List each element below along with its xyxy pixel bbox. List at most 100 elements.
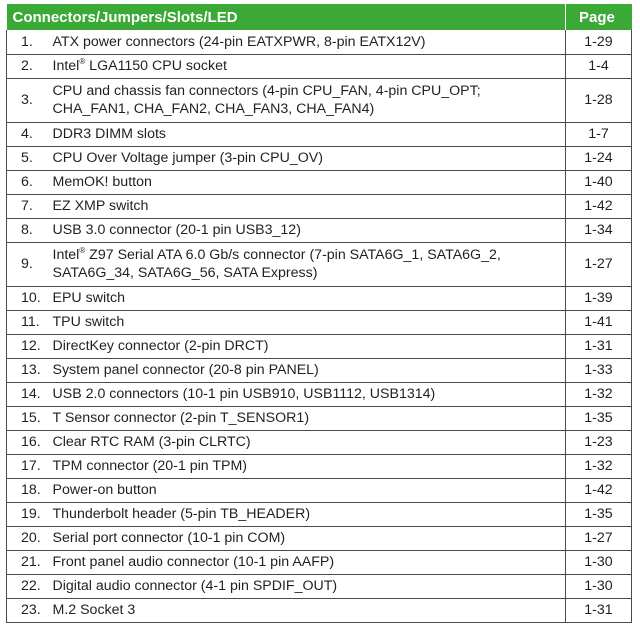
item-description: MemOK! button <box>52 170 566 195</box>
table-row: 20. Serial port connector (10-1 pin COM) 1… <box>6 526 632 551</box>
page-reference: 1-39 <box>565 286 632 311</box>
description-text: M.2 Socket 3 <box>52 602 136 618</box>
item-description: T Sensor connector (2-pin T_SENSOR1) <box>52 406 566 431</box>
item-number: 9. <box>6 242 53 287</box>
description-text: DirectKey connector (2-pin DRCT) <box>52 338 269 354</box>
description-text: Intel <box>52 58 80 74</box>
table-row: 10. EPU switch 1-39 <box>6 286 632 311</box>
page-reference: 1-30 <box>565 550 632 575</box>
table-row: 9. Intel® Z97 Serial ATA 6.0 Gb/s connect… <box>6 242 632 287</box>
table-row: 17. TPM connector (20-1 pin TPM) 1-32 <box>6 454 632 479</box>
description-text: USB 3.0 connector (20-1 pin USB3_12) <box>52 222 301 238</box>
table-row: 16. Clear RTC RAM (3-pin CLRTC) 1-23 <box>6 430 632 455</box>
description-text: Clear RTC RAM (3-pin CLRTC) <box>52 434 251 450</box>
page-reference: 1-27 <box>565 526 632 551</box>
description-text: System panel connector (20-8 pin PANEL) <box>52 362 319 378</box>
item-number: 15. <box>6 406 53 431</box>
page-reference: 1-31 <box>565 598 632 623</box>
item-description: USB 3.0 connector (20-1 pin USB3_12) <box>52 218 566 243</box>
description-text: T Sensor connector (2-pin T_SENSOR1) <box>52 410 310 426</box>
description-text: TPM connector (20-1 pin TPM) <box>52 458 248 474</box>
connectors-table: Connectors/Jumpers/Slots/LED Page 1. ATX … <box>6 4 632 623</box>
item-number: 10. <box>6 286 53 311</box>
page-reference: 1-40 <box>565 170 632 195</box>
page-reference: 1-33 <box>565 358 632 383</box>
description-text: CPU and chassis fan connectors (4-pin CP… <box>52 83 481 117</box>
table-row: 13. System panel connector (20-8 pin PANE… <box>6 358 632 383</box>
description-text: CPU Over Voltage jumper (3-pin CPU_OV) <box>52 150 323 166</box>
item-description: DDR3 DIMM slots <box>52 122 566 147</box>
page-reference: 1-34 <box>565 218 632 243</box>
item-number: 20. <box>6 526 53 551</box>
item-description: EPU switch <box>52 286 566 311</box>
description-text: Front panel audio connector (10-1 pin AA… <box>52 554 335 570</box>
table-row: 15. T Sensor connector (2-pin T_SENSOR1) 1… <box>6 406 632 431</box>
item-description: Front panel audio connector (10-1 pin AA… <box>52 550 566 575</box>
item-number: 13. <box>6 358 53 383</box>
page-reference: 1-42 <box>565 478 632 503</box>
page-reference: 1-4 <box>565 54 632 79</box>
table-row: 14. USB 2.0 connectors (10-1 pin USB910, … <box>6 382 632 407</box>
item-description: System panel connector (20-8 pin PANEL) <box>52 358 566 383</box>
page-reference: 1-32 <box>565 454 632 479</box>
registered-mark: ® <box>79 57 86 66</box>
description-text: ATX power connectors (24-pin EATXPWR, 8-… <box>52 33 426 50</box>
item-number: 16. <box>6 430 53 455</box>
page-reference: 1-35 <box>565 406 632 431</box>
item-description: TPM connector (20-1 pin TPM) <box>52 454 566 479</box>
description-text: Digital audio connector (4-1 pin SPDIF_O… <box>52 578 338 594</box>
page-reference: 1-32 <box>565 382 632 407</box>
item-number: 7. <box>6 194 53 219</box>
description-text: Power-on button <box>52 482 157 498</box>
item-number: 8. <box>6 218 53 243</box>
item-description: Serial port connector (10-1 pin COM) <box>52 526 566 551</box>
item-description: Clear RTC RAM (3-pin CLRTC) <box>52 430 566 455</box>
item-number: 3. <box>6 78 53 123</box>
description-text-cont: LGA1150 CPU socket <box>85 58 227 74</box>
table-row: 18. Power-on button 1-42 <box>6 478 632 503</box>
table-row: 5. CPU Over Voltage jumper (3-pin CPU_OV)… <box>6 146 632 171</box>
item-number: 14. <box>6 382 53 407</box>
item-description: Power-on button <box>52 478 566 503</box>
description-text: Thunderbolt header (5-pin TB_HEADER) <box>52 506 311 522</box>
item-description: Digital audio connector (4-1 pin SPDIF_O… <box>52 574 566 599</box>
item-description: CPU and chassis fan connectors (4-pin CP… <box>52 78 566 123</box>
page-reference: 1-27 <box>565 242 632 287</box>
item-number: 4. <box>6 122 53 147</box>
item-description: DirectKey connector (2-pin DRCT) <box>52 334 566 359</box>
item-number: 21. <box>6 550 53 575</box>
table-body: 1. ATX power connectors (24-pin EATXPWR, … <box>6 30 632 623</box>
item-number: 11. <box>6 310 53 335</box>
table-row: 2. Intel® LGA1150 CPU socket 1-4 <box>6 54 632 79</box>
page-reference: 1-28 <box>565 78 632 123</box>
item-description: TPU switch <box>52 310 566 335</box>
item-description: Intel® LGA1150 CPU socket <box>52 54 566 79</box>
page-column-header: Page <box>565 4 632 30</box>
table-row: 8. USB 3.0 connector (20-1 pin USB3_12) 1-… <box>6 218 632 243</box>
item-description: USB 2.0 connectors (10-1 pin USB910, USB… <box>52 382 566 407</box>
table-row: 19. Thunderbolt header (5-pin TB_HEADER) 1… <box>6 502 632 527</box>
description-text: TPU switch <box>52 314 125 330</box>
registered-mark: ® <box>79 246 86 255</box>
item-description: Thunderbolt header (5-pin TB_HEADER) <box>52 502 566 527</box>
item-number: 12. <box>6 334 53 359</box>
item-number: 2. <box>6 54 53 79</box>
item-description: CPU Over Voltage jumper (3-pin CPU_OV) <box>52 146 566 171</box>
table-row: 1. ATX power connectors (24-pin EATXPWR, … <box>6 30 632 55</box>
table-row: 23. M.2 Socket 3 1-31 <box>6 598 632 623</box>
item-number: 18. <box>6 478 53 503</box>
description-text: MemOK! button <box>52 174 152 190</box>
item-description: EZ XMP switch <box>52 194 566 219</box>
page-reference: 1-42 <box>565 194 632 219</box>
page-reference: 1-23 <box>565 430 632 455</box>
item-number: 1. <box>6 30 53 55</box>
description-text-cont: Z97 Serial ATA 6.0 Gb/s connector (7-pin… <box>52 247 501 281</box>
table-header-row: Connectors/Jumpers/Slots/LED Page <box>6 4 632 30</box>
item-number: 19. <box>6 502 53 527</box>
item-number: 17. <box>6 454 53 479</box>
table-row: 22. Digital audio connector (4-1 pin SPDI… <box>6 574 632 599</box>
item-description: ATX power connectors (24-pin EATXPWR, 8-… <box>52 30 566 55</box>
table-row: 3. CPU and chassis fan connectors (4-pin … <box>6 78 632 123</box>
item-number: 5. <box>6 146 53 171</box>
item-number: 22. <box>6 574 53 599</box>
